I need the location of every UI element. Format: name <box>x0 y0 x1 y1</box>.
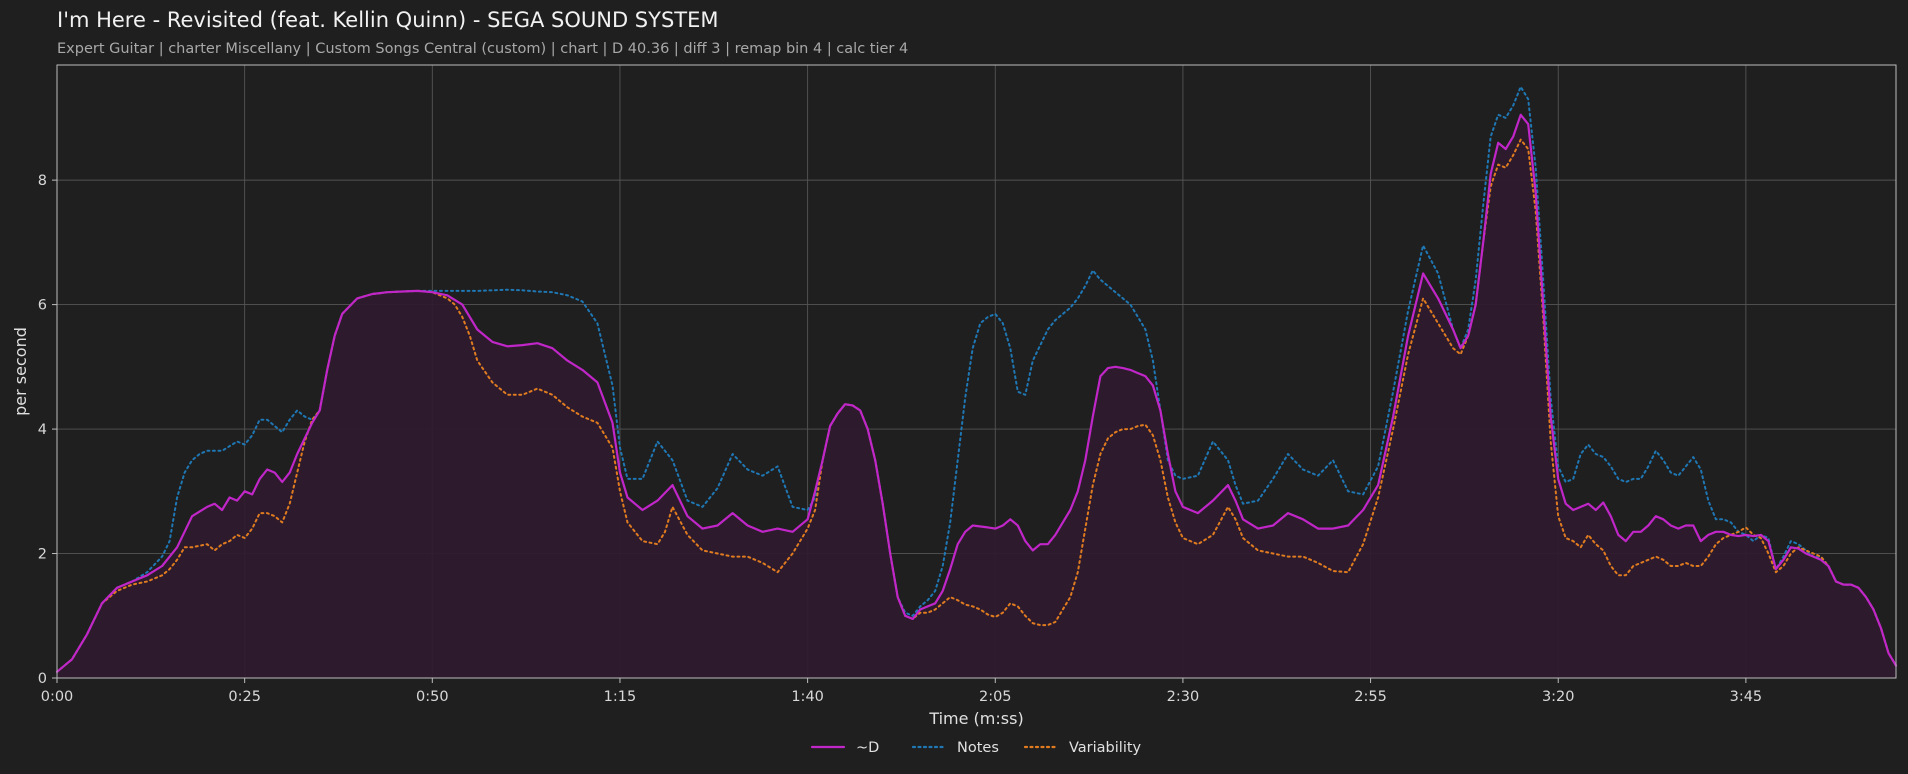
x-tick-label: 2:55 <box>1354 689 1387 705</box>
y-tick-label: 0 <box>38 671 47 687</box>
x-tick-label: 3:20 <box>1542 689 1575 705</box>
x-axis-label: Time (m:ss) <box>928 709 1023 728</box>
x-tick-label: 2:05 <box>979 689 1012 705</box>
legend: ~D Notes Variability <box>810 740 1142 756</box>
series-lines <box>55 85 1898 673</box>
y-tick-label: 4 <box>38 422 47 438</box>
x-tick-label: 1:40 <box>791 689 824 705</box>
x-tick-label: 1:15 <box>604 689 637 705</box>
x-tick-label: 0:25 <box>228 689 261 705</box>
legend-label-2: Variability <box>1069 740 1142 756</box>
area-fill <box>57 114 1896 679</box>
x-tick-label: 0:00 <box>41 689 74 705</box>
plot-frame <box>56 64 1897 679</box>
x-tick-label: 3:45 <box>1730 689 1763 705</box>
x-tick-label: 2:30 <box>1167 689 1200 705</box>
series-area-0 <box>57 114 1896 679</box>
x-tick-label: 0:50 <box>416 689 449 705</box>
x-axis: 0:00 0:25 0:50 1:15 1:40 2:05 2:30 2:55 3:20 3:45 <box>41 678 1762 705</box>
y-tick-label: 8 <box>38 173 47 189</box>
y-tick-label: 6 <box>38 298 47 314</box>
series-line-0 <box>55 113 1898 673</box>
chart-title: I'm Here - Revisited (feat. Kellin Quinn… <box>57 8 719 32</box>
y-axis: 0 2 4 6 8 <box>38 173 57 687</box>
y-tick-label: 2 <box>38 547 47 563</box>
legend-label-0: ~D <box>856 740 879 756</box>
y-axis-label: per second <box>11 327 30 416</box>
legend-label-1: Notes <box>957 740 999 756</box>
chart-subtitle: Expert Guitar | charter Miscellany | Cus… <box>57 41 909 57</box>
